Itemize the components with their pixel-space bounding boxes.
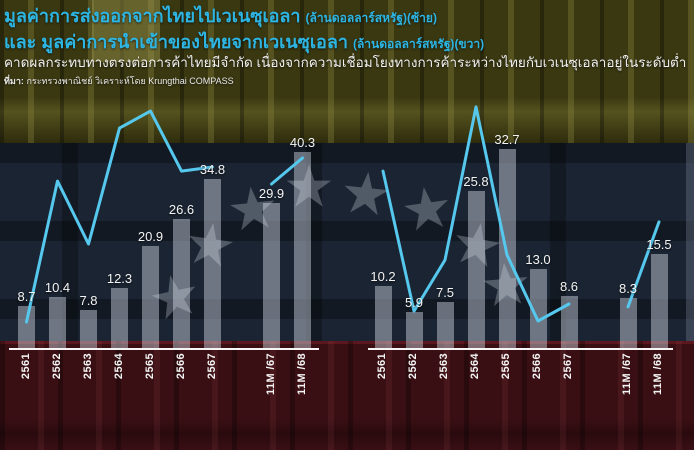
bar-value-label: 8.3 bbox=[618, 280, 638, 296]
bar-value-label: 5.9 bbox=[404, 295, 424, 311]
bar bbox=[111, 288, 128, 348]
container-highlight-patch bbox=[92, 0, 160, 62]
source-note: ที่มา: กระทรวงพาณิชย์ วิเคราะห์โดย Krung… bbox=[4, 74, 234, 88]
x-tick-label: 2561 bbox=[376, 353, 388, 380]
bar bbox=[467, 191, 485, 348]
bar-value-label: 8.6 bbox=[559, 278, 579, 294]
x-axis-line bbox=[368, 348, 673, 350]
bar bbox=[529, 269, 547, 348]
source-label: ที่มา: bbox=[4, 76, 24, 86]
bar bbox=[650, 253, 668, 348]
x-tick-label: 2562 bbox=[407, 353, 419, 380]
bar-value-label: 13.0 bbox=[525, 252, 551, 268]
flag-red-band bbox=[0, 341, 694, 450]
bar-value-label: 8.7 bbox=[17, 288, 36, 304]
bar-value-label: 7.5 bbox=[435, 285, 455, 301]
x-tick-label: 11M /68 bbox=[652, 353, 664, 395]
source-text: กระทรวงพาณิชย์ วิเคราะห์โดย Krungthai CO… bbox=[26, 76, 234, 86]
bar bbox=[142, 246, 159, 348]
bar-value-label: 12.3 bbox=[106, 271, 133, 287]
bar-value-label: 10.2 bbox=[370, 269, 396, 285]
bar-value-label: 40.3 bbox=[289, 135, 316, 151]
x-tick-label: 2562 bbox=[50, 353, 63, 380]
bar bbox=[436, 302, 454, 348]
bar-value-label: 20.9 bbox=[137, 229, 164, 245]
x-tick-label: 11M /67 bbox=[621, 353, 633, 395]
bar-value-label: 34.8 bbox=[199, 161, 226, 177]
bar bbox=[49, 297, 66, 348]
subtitle-takeaway: คาดผลกระทบทางตรงต่อการค้าไทยมีจำกัด เนื่… bbox=[4, 55, 687, 70]
title-exports-axis-side: (ซ้าย) bbox=[407, 11, 437, 25]
title-exports-text: มูลค่าการส่งออกจากไทยไปเวเนซุเอลา bbox=[4, 6, 301, 26]
x-tick-label: 2561 bbox=[19, 353, 32, 380]
bar bbox=[294, 152, 311, 348]
x-tick-label: 2565 bbox=[143, 353, 156, 380]
title-imports-axis-side: (ขวา) bbox=[454, 37, 485, 51]
x-tick-label: 2563 bbox=[438, 353, 450, 380]
x-tick-label: 2565 bbox=[500, 353, 512, 380]
bar-value-label: 15.5 bbox=[646, 236, 672, 252]
bar bbox=[560, 295, 578, 348]
x-tick-label: 2564 bbox=[469, 353, 481, 380]
x-tick-label: 2566 bbox=[531, 353, 543, 380]
title-imports-unit: (ล้านดอลลาร์สหรัฐ) bbox=[352, 37, 455, 51]
container-edge-highlight bbox=[686, 143, 694, 341]
bar bbox=[405, 312, 423, 348]
bar bbox=[374, 286, 392, 348]
x-tick-label: 2563 bbox=[81, 353, 94, 380]
title-exports-unit: (ล้านดอลลาร์สหรัฐ) bbox=[305, 11, 408, 25]
x-tick-label: 2567 bbox=[562, 353, 574, 380]
bar bbox=[498, 149, 516, 348]
x-tick-label: 2566 bbox=[174, 353, 187, 380]
x-tick-label: 11M /67 bbox=[264, 353, 277, 395]
x-tick-label: 2567 bbox=[205, 353, 218, 380]
bar bbox=[263, 202, 280, 348]
x-tick-label: 11M /68 bbox=[295, 353, 308, 395]
bar-value-label: 32.7 bbox=[494, 132, 520, 148]
bar-value-label: 29.9 bbox=[258, 185, 285, 201]
bar bbox=[80, 310, 97, 348]
bar-value-label: 10.4 bbox=[44, 280, 71, 296]
bar bbox=[204, 178, 221, 348]
bar bbox=[619, 297, 637, 348]
bar-value-label: 25.8 bbox=[463, 174, 489, 190]
bar-value-label: 7.8 bbox=[79, 293, 98, 309]
title-imports-text: และ มูลค่าการนำเข้าของไทยจากเวเนซุเอลา bbox=[4, 32, 348, 52]
bar bbox=[173, 218, 190, 348]
x-tick-label: 2564 bbox=[112, 353, 125, 380]
x-axis-line bbox=[9, 348, 319, 350]
bar bbox=[18, 305, 35, 348]
bar-value-label: 26.6 bbox=[168, 201, 195, 217]
title-line-imports: และ มูลค่าการนำเข้าของไทยจากเวเนซุเอลา (ล… bbox=[4, 27, 484, 56]
title-line-exports: มูลค่าการส่งออกจากไทยไปเวเนซุเอลา (ล้านดอ… bbox=[4, 1, 437, 30]
